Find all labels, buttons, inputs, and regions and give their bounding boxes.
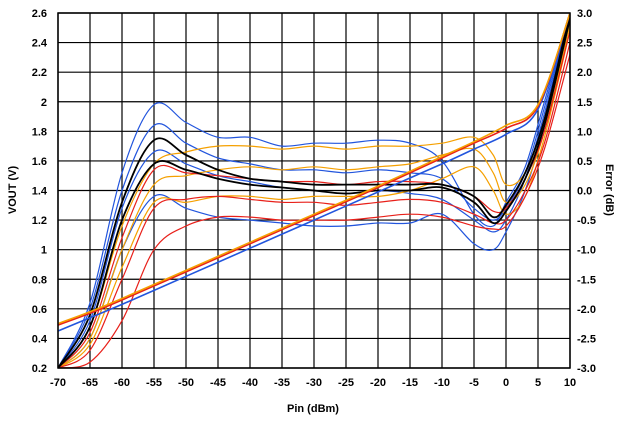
x-tick-labels: -70 -65 -60 -55 -50 -45 -40 -35 -30 -25 -20 -15 -10-…: [50, 377, 576, 389]
y-tick-label: 2.2: [32, 67, 47, 79]
y-tick-label: 0.8: [32, 274, 47, 286]
y-tick-label: 1.6: [32, 156, 47, 168]
y-tick-label: 2: [41, 97, 47, 109]
x-tick-label: -20: [370, 377, 386, 389]
x-tick-label: -15: [402, 377, 418, 389]
x-tick-label: 10: [564, 377, 576, 389]
x-axis-title: Pin (dBm): [287, 403, 339, 415]
error-curve-7: [58, 30, 570, 368]
error-curve-5: [58, 18, 570, 368]
y2-tick-label: 0.5: [577, 156, 592, 168]
y-tick-labels: 0.2 0.4 0.6 0.8 1 1.2 1.4 1.6 1.8 2 2.2 2.4 2.6: [32, 8, 48, 375]
x-tick-label: -30: [306, 377, 322, 389]
y-tick-label: 2.6: [32, 8, 47, 20]
y2-tick-label: 0.0: [577, 186, 592, 198]
vout-curve-2: [58, 13, 570, 326]
y2-tick-label: 2.0: [577, 67, 592, 79]
y2-tick-label: -0.5: [577, 215, 596, 227]
y2-tick-label: -2.0: [577, 304, 596, 316]
y-tick-label: 1.4: [32, 186, 48, 198]
y2-tick-label: -1.5: [577, 274, 596, 286]
x-tick-label: -10: [434, 377, 450, 389]
x-tick-label: -5: [469, 377, 479, 389]
y2-tick-labels: -3.0 -2.5 -2.0 -1.5 -1.0 -0.5 0.0 0.5 1.0 1.5 2.0 2…: [577, 8, 596, 375]
x-tick-label: -45: [210, 377, 226, 389]
y-axis-title: VOUT (V): [7, 166, 19, 215]
y2-tick-label: 2.5: [577, 38, 592, 50]
y2-tick-label: -3.0: [577, 363, 596, 375]
x-tick-label: -55: [146, 377, 162, 389]
y2-tick-label: 1.0: [577, 126, 592, 138]
data-curves: [58, 13, 570, 368]
error-curve-3: [58, 13, 570, 368]
error-curve-11: [58, 18, 570, 368]
plot-frame: [57, 12, 571, 369]
y-tick-label: 1.2: [32, 215, 47, 227]
y-tick-label: 0.6: [32, 304, 47, 316]
error-curve-12: [58, 13, 570, 368]
y2-tick-label: 1.5: [577, 97, 592, 109]
y-tick-label: 1.8: [32, 126, 47, 138]
vout-curve-3: [58, 13, 570, 325]
y-tick-label: 0.2: [32, 363, 47, 375]
x-tick-label: -35: [274, 377, 290, 389]
x-tick-label: -50: [178, 377, 194, 389]
error-curve-10: [58, 54, 570, 368]
x-tick-label: 5: [535, 377, 541, 389]
y-tick-label: 2.4: [32, 38, 48, 50]
y2-tick-label: -1.0: [577, 245, 596, 257]
y-tick-label: 1: [41, 245, 47, 257]
x-tick-label: -65: [82, 377, 98, 389]
x-tick-label: 0: [503, 377, 509, 389]
x-tick-label: -60: [114, 377, 130, 389]
y2-tick-label: 3.0: [577, 8, 592, 20]
x-tick-label: -40: [242, 377, 258, 389]
x-tick-label: -70: [50, 377, 66, 389]
y2-axis-title: Error (dB): [603, 164, 615, 216]
error-curve-1: [58, 13, 570, 368]
x-tick-label: -25: [338, 377, 354, 389]
vout-curve-1: [58, 13, 570, 332]
y2-tick-label: -2.5: [577, 333, 596, 345]
y-tick-label: 0.4: [32, 333, 48, 345]
